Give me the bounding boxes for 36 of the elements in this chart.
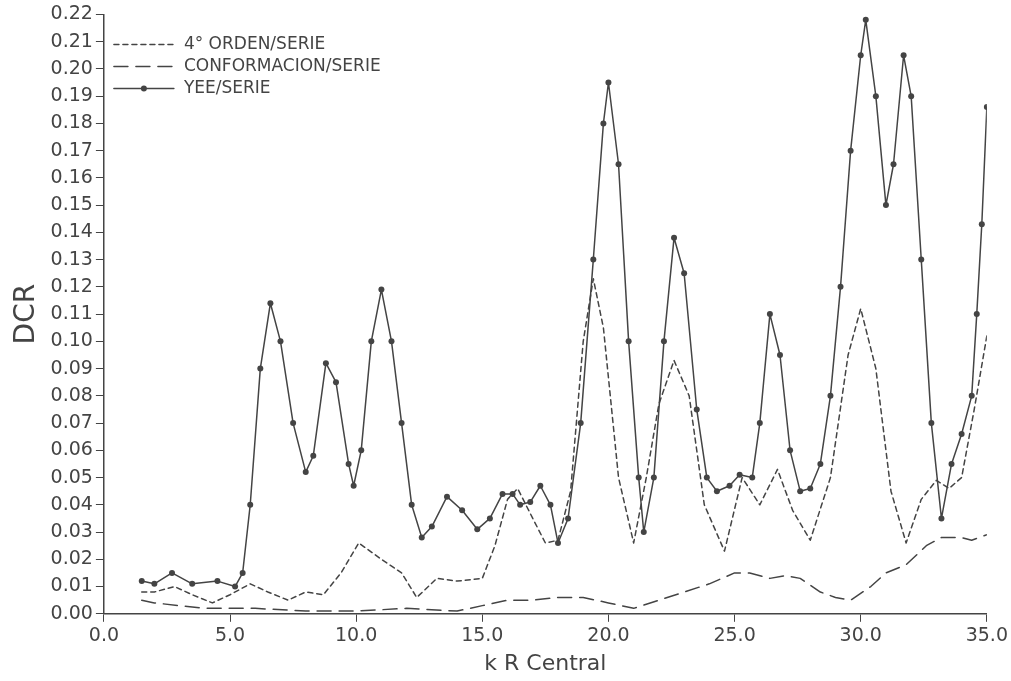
y-tick-label: 0.10 [50, 328, 93, 351]
y-tick-label: 0.11 [50, 301, 93, 324]
y-tick-label: 0.06 [50, 437, 93, 460]
y-tick-label: 0.22 [50, 1, 93, 24]
y-tick-label: 0.21 [50, 28, 93, 51]
y-tick-label: 0.18 [50, 110, 93, 133]
y-tick-label: 0.19 [50, 83, 93, 106]
legend-label: CONFORMACION/SERIE [183, 54, 381, 75]
y-tick-label: 0.20 [50, 55, 93, 78]
y-tick-label: 0.03 [50, 519, 93, 541]
legend-label: 4° ORDEN/SERIE [183, 32, 326, 53]
x-tick-label: 0.0 [88, 623, 120, 646]
y-tick-label: 0.12 [50, 273, 93, 296]
y-tick-label: 0.02 [50, 546, 93, 569]
y-tick-label: 0.08 [50, 382, 93, 405]
y-tick-label: 0.05 [50, 464, 93, 487]
x-tick-label: 30.0 [839, 623, 882, 646]
x-tick-label: 15.0 [461, 623, 504, 646]
y-tick-label: 0.09 [50, 355, 93, 378]
y-tick-label: 0.16 [50, 164, 93, 187]
y-tick-label: 0.04 [50, 491, 93, 514]
y-tick-label: 0.17 [50, 137, 93, 160]
x-tick-label: 10.0 [335, 623, 378, 646]
x-tick-label: 5.0 [214, 623, 246, 646]
y-tick-label: 0.15 [50, 192, 93, 215]
legend-label: YEE/SERIE [182, 76, 271, 97]
y-tick-label: 0.01 [50, 573, 93, 596]
y-tick-label: 0.14 [50, 219, 93, 242]
y-axis-title: DCR [8, 283, 42, 345]
y-tick-label: 0.13 [50, 246, 93, 269]
x-tick-label: 25.0 [713, 623, 756, 646]
x-axis-title: k R Central [484, 649, 607, 675]
y-tick-label: 0.00 [50, 600, 93, 623]
x-tick-label: 35.0 [965, 623, 1008, 646]
y-tick-label: 0.07 [50, 410, 93, 433]
x-tick-label: 20.0 [587, 623, 630, 646]
